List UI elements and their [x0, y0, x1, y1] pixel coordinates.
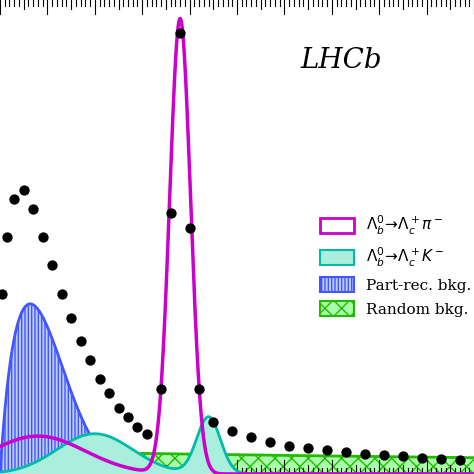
Point [456, 456, 464, 464]
Point [167, 210, 174, 217]
Point [10, 195, 18, 203]
Point [3, 233, 11, 241]
Point [0, 290, 6, 298]
Point [134, 423, 141, 430]
Point [399, 453, 407, 460]
Point [124, 413, 132, 421]
Point [157, 385, 165, 392]
Point [437, 456, 445, 463]
Point [115, 404, 122, 411]
Point [96, 375, 103, 383]
Point [323, 447, 331, 454]
Point [195, 385, 203, 392]
Point [228, 428, 236, 435]
Text: LHCb: LHCb [301, 47, 382, 74]
Point [48, 262, 56, 269]
Point [418, 454, 426, 462]
Point [39, 233, 46, 241]
Point [285, 442, 293, 449]
Legend: $\Lambda_b^0\!\to\!\Lambda_c^+\pi^-$, $\Lambda_b^0\!\to\!\Lambda_c^+K^-$, Part-r: $\Lambda_b^0\!\to\!\Lambda_c^+\pi^-$, $\… [316, 210, 474, 321]
Point [29, 205, 37, 212]
Point [20, 186, 27, 193]
Point [342, 448, 350, 456]
Point [210, 418, 217, 426]
Point [247, 433, 255, 441]
Point [266, 438, 274, 446]
Point [77, 337, 84, 345]
Point [58, 290, 65, 298]
Point [67, 314, 75, 321]
Point [361, 450, 369, 457]
Point [380, 451, 388, 459]
Point [304, 445, 312, 452]
Point [186, 224, 193, 231]
Point [105, 390, 113, 397]
Point [176, 29, 184, 37]
Point [86, 356, 94, 364]
Point [143, 430, 151, 438]
